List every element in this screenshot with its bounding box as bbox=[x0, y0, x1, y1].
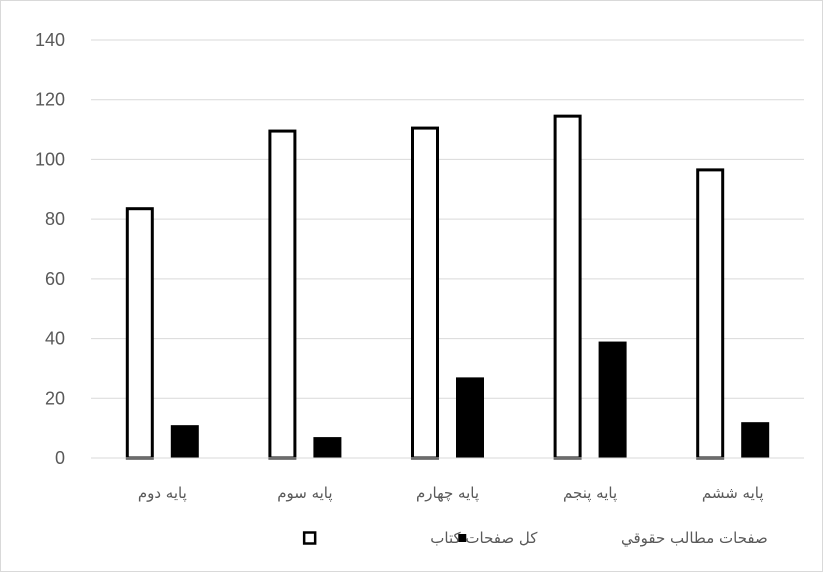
y-tick-label: 80 bbox=[45, 209, 65, 229]
legend-swatch-total-pages bbox=[302, 531, 317, 545]
bar-legal-pages bbox=[313, 437, 342, 458]
bar-legal-pages bbox=[170, 425, 199, 458]
y-tick-label: 20 bbox=[45, 388, 65, 408]
y-tick-label: 120 bbox=[35, 90, 65, 110]
bar-total-pages bbox=[125, 207, 154, 460]
y-tick-label: 40 bbox=[45, 329, 65, 349]
legend-label-total-pages: کل صفحات کتاب bbox=[430, 529, 538, 547]
y-tick-label: 60 bbox=[45, 269, 65, 289]
x-category-label: پایه سوم bbox=[277, 484, 332, 503]
y-tick-label: 0 bbox=[55, 448, 65, 468]
x-category-label: پایه پنجم bbox=[563, 484, 617, 503]
legend-swatch-legal-pages bbox=[458, 534, 467, 542]
x-category-label: پایه ششم bbox=[702, 484, 764, 503]
bar-legal-pages bbox=[741, 422, 770, 458]
y-tick-label: 100 bbox=[35, 149, 65, 169]
legend-label-legal-pages: صفحات مطالب حقوقي bbox=[621, 529, 768, 548]
x-category-label: پایه دوم bbox=[138, 484, 187, 503]
bar-total-pages bbox=[696, 168, 725, 460]
bar-total-pages bbox=[268, 129, 297, 460]
y-tick-label: 140 bbox=[35, 30, 65, 50]
bar-total-pages bbox=[411, 126, 439, 460]
bar-legal-pages bbox=[456, 377, 484, 458]
bar-total-pages bbox=[553, 114, 582, 460]
bar-legal-pages bbox=[598, 341, 627, 458]
x-category-label: پایه چهارم bbox=[416, 484, 479, 503]
